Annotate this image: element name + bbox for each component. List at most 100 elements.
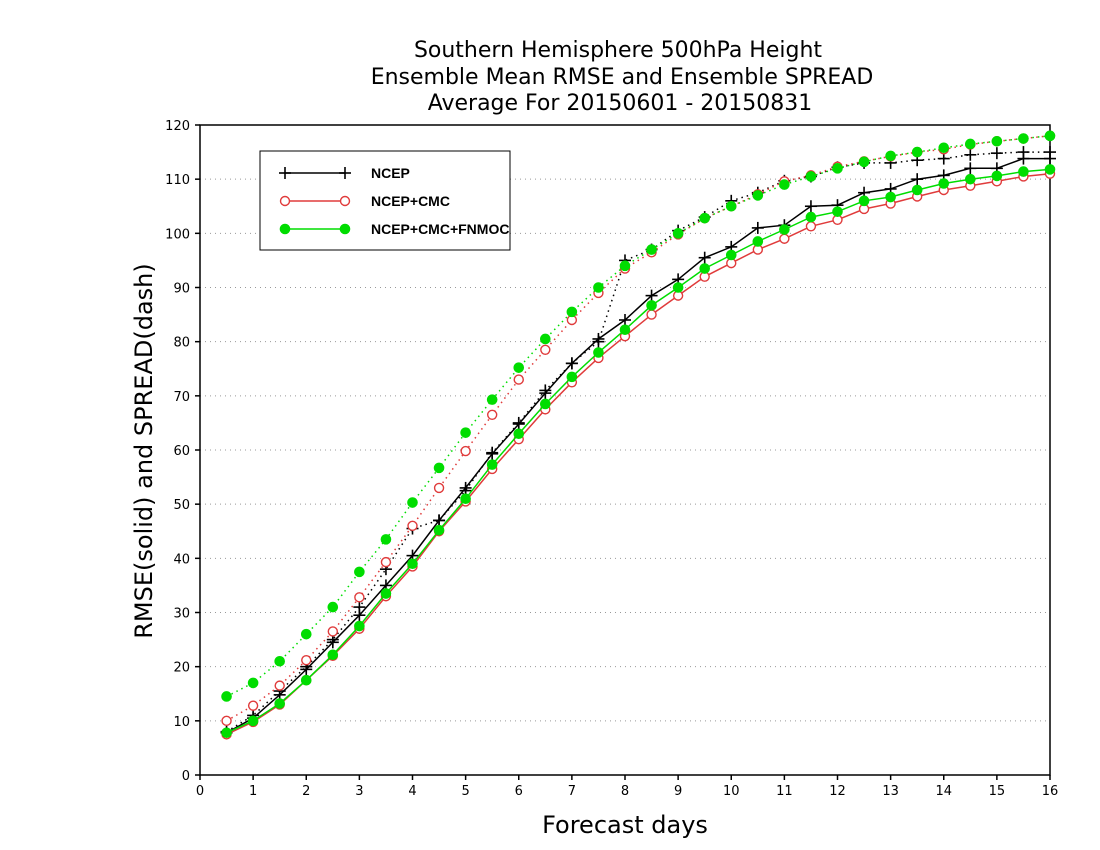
data-point xyxy=(911,184,923,196)
x-tick-label: 10 xyxy=(723,784,740,799)
data-point xyxy=(938,142,950,154)
data-point xyxy=(566,371,578,383)
data-point xyxy=(1018,133,1029,144)
y-tick-label: 50 xyxy=(173,498,190,513)
legend-label: NCEP xyxy=(371,165,410,181)
legend-item: NCEP+CMC xyxy=(279,193,450,209)
y-axis-label: RMSE(solid) and SPREAD(dash) xyxy=(130,263,158,639)
chart-title: Southern Hemisphere 500hPa Height Ensemb… xyxy=(371,38,874,116)
y-tick-label: 70 xyxy=(173,390,190,405)
data-point xyxy=(752,190,764,201)
data-point xyxy=(698,251,711,264)
data-point xyxy=(646,244,657,255)
data-point xyxy=(752,236,764,247)
data-point xyxy=(353,601,366,614)
x-tick-label: 2 xyxy=(302,784,310,799)
data-point xyxy=(1044,130,1056,142)
data-point xyxy=(1018,166,1029,177)
data-point xyxy=(779,224,790,235)
legend-item: NCEP+CMC+FNMOC xyxy=(279,221,509,237)
data-point xyxy=(965,173,976,185)
data-point xyxy=(593,347,604,358)
data-point xyxy=(460,493,471,505)
series-line xyxy=(226,157,1050,734)
series-line xyxy=(226,168,1051,734)
data-point xyxy=(672,228,684,239)
data-point xyxy=(486,459,498,470)
data-point xyxy=(804,200,817,213)
data-point xyxy=(247,700,259,711)
data-point xyxy=(619,324,631,336)
data-point xyxy=(991,170,1003,182)
y-tick-label: 0 xyxy=(182,769,190,784)
data-point xyxy=(247,677,259,689)
series-ncep-cmc-rmse xyxy=(221,168,1056,740)
data-point xyxy=(433,482,445,494)
data-point xyxy=(964,162,977,175)
data-point xyxy=(779,233,790,244)
data-point xyxy=(565,357,578,370)
legend-label: NCEP+CMC xyxy=(371,193,450,209)
data-point xyxy=(327,649,339,661)
data-point xyxy=(593,282,604,293)
data-point xyxy=(540,333,551,345)
x-axis-label: Forecast days xyxy=(542,811,708,839)
x-tick-label: 14 xyxy=(935,784,952,799)
series xyxy=(220,130,1056,740)
data-point xyxy=(991,135,1003,147)
data-point xyxy=(619,260,631,272)
grid xyxy=(200,178,1050,722)
legend-marker xyxy=(339,167,351,179)
data-point xyxy=(805,211,817,223)
x-tick-label: 8 xyxy=(621,784,629,799)
x-tick-label: 16 xyxy=(1042,784,1059,799)
data-point xyxy=(300,674,312,686)
data-point xyxy=(699,212,710,224)
data-point xyxy=(407,520,418,532)
data-point xyxy=(832,206,843,217)
data-point xyxy=(911,146,923,158)
data-point xyxy=(858,195,870,207)
data-point xyxy=(486,409,498,420)
data-point xyxy=(380,534,392,545)
x-tick-label: 3 xyxy=(355,784,363,799)
data-point xyxy=(751,221,764,234)
data-point xyxy=(301,654,312,666)
data-point xyxy=(990,147,1003,160)
data-point xyxy=(964,148,977,161)
data-point xyxy=(539,384,552,397)
x-tick-label: 9 xyxy=(674,784,682,799)
data-point xyxy=(805,221,817,232)
data-point xyxy=(300,628,312,640)
legend-marker xyxy=(279,195,291,207)
data-point xyxy=(725,249,737,261)
data-point xyxy=(513,374,524,385)
y-tick-label: 80 xyxy=(173,336,190,351)
data-point xyxy=(725,200,737,212)
x-tick-label: 13 xyxy=(882,784,899,799)
data-point xyxy=(619,314,631,326)
data-point xyxy=(512,416,525,429)
data-point xyxy=(645,289,658,302)
y-tick-label: 40 xyxy=(173,552,190,567)
data-point xyxy=(354,566,365,578)
y-tick-label: 100 xyxy=(165,227,190,242)
data-point xyxy=(646,300,657,311)
data-point xyxy=(592,335,605,348)
x-tick-label: 0 xyxy=(196,784,204,799)
data-point xyxy=(858,156,870,168)
y-tick-label: 110 xyxy=(165,173,190,188)
data-point xyxy=(911,173,924,186)
title-line-2: Ensemble Mean RMSE and Ensemble SPREAD xyxy=(371,65,874,90)
data-point xyxy=(513,428,525,440)
data-point xyxy=(433,514,446,527)
data-point xyxy=(327,626,339,637)
series-line xyxy=(226,135,1051,722)
series-ncep-cmc-fnmoc-spread xyxy=(221,130,1056,702)
data-point xyxy=(221,727,232,739)
legend-marker xyxy=(279,167,291,179)
data-point xyxy=(540,398,551,410)
data-point xyxy=(407,558,418,570)
data-point xyxy=(672,282,684,293)
legend-marker xyxy=(339,223,351,235)
